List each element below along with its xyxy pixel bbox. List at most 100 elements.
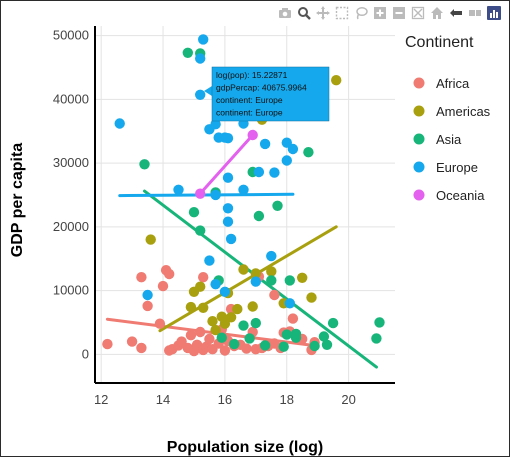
point-asia[interactable] — [303, 147, 314, 158]
point-asia[interactable] — [284, 275, 295, 286]
legend-marker-europe[interactable] — [413, 161, 425, 173]
point-asia[interactable] — [327, 317, 339, 329]
point-asia[interactable] — [266, 275, 277, 286]
point-africa[interactable] — [269, 289, 280, 301]
zoom-icon[interactable] — [296, 5, 312, 21]
point-europe[interactable] — [219, 286, 231, 297]
pan-icon[interactable] — [315, 5, 331, 21]
point-europe[interactable] — [195, 89, 206, 101]
point-asia[interactable] — [281, 329, 292, 340]
point-africa[interactable] — [195, 326, 206, 338]
point-europe[interactable] — [222, 133, 234, 144]
point-asia[interactable] — [259, 340, 271, 351]
point-asia[interactable] — [309, 340, 320, 352]
point-oceania[interactable] — [195, 188, 206, 199]
point-africa[interactable] — [241, 343, 252, 354]
point-asia[interactable] — [244, 333, 255, 344]
point-americas[interactable] — [266, 266, 277, 277]
point-asia[interactable] — [290, 328, 302, 340]
point-africa[interactable] — [126, 336, 138, 347]
legend-label-africa[interactable]: Africa — [436, 76, 470, 91]
legend-label-europe[interactable]: Europe — [436, 160, 478, 175]
point-asia[interactable] — [229, 338, 240, 350]
point-africa[interactable] — [287, 313, 299, 324]
point-americas[interactable] — [238, 264, 249, 275]
point-americas[interactable] — [306, 292, 317, 303]
point-americas[interactable] — [207, 316, 218, 327]
lasso-icon[interactable] — [353, 5, 369, 21]
legend-label-asia[interactable]: Asia — [436, 132, 462, 147]
legend-marker-africa[interactable] — [413, 77, 425, 89]
point-europe[interactable] — [142, 289, 153, 301]
point-asia[interactable] — [188, 207, 200, 218]
point-asia[interactable] — [371, 333, 382, 344]
point-africa[interactable] — [136, 342, 147, 354]
point-europe[interactable] — [222, 216, 234, 227]
point-asia[interactable] — [216, 332, 227, 343]
point-europe[interactable] — [195, 53, 206, 64]
point-africa[interactable] — [136, 272, 147, 283]
point-americas[interactable] — [225, 312, 237, 323]
zoom-out-icon[interactable] — [391, 5, 407, 21]
point-europe[interactable] — [259, 138, 271, 150]
point-americas[interactable] — [185, 301, 197, 313]
point-asia[interactable] — [182, 47, 193, 58]
point-asia[interactable] — [272, 200, 283, 211]
point-europe[interactable] — [281, 155, 292, 166]
compare-hover-icon[interactable] — [467, 5, 483, 21]
point-americas[interactable] — [250, 268, 261, 279]
point-africa[interactable] — [154, 318, 166, 329]
point-europe[interactable] — [222, 203, 234, 214]
point-europe[interactable] — [210, 189, 221, 201]
point-asia[interactable] — [374, 317, 385, 328]
point-americas[interactable] — [210, 324, 221, 336]
point-africa[interactable] — [219, 345, 231, 356]
autoscale-icon[interactable] — [410, 5, 426, 21]
point-americas[interactable] — [232, 303, 243, 315]
point-asia[interactable] — [278, 341, 289, 352]
point-europe[interactable] — [253, 166, 265, 178]
point-americas[interactable] — [198, 302, 209, 313]
point-europe[interactable] — [210, 119, 221, 130]
point-americas[interactable] — [219, 318, 231, 329]
point-americas[interactable] — [195, 281, 206, 292]
point-asia[interactable] — [253, 210, 265, 222]
point-africa[interactable] — [185, 330, 197, 341]
point-europe[interactable] — [269, 167, 280, 178]
point-asia[interactable] — [321, 339, 333, 350]
legend-marker-asia[interactable] — [413, 133, 425, 145]
point-europe[interactable] — [114, 118, 125, 129]
point-europe[interactable] — [222, 172, 234, 183]
legend-label-americas[interactable]: Americas — [436, 104, 491, 119]
point-americas[interactable] — [145, 234, 156, 245]
legend-label-oceania[interactable]: Oceania — [436, 188, 485, 203]
spike-lines-icon[interactable] — [448, 5, 464, 21]
point-asia[interactable] — [139, 159, 150, 170]
camera-icon[interactable] — [277, 5, 293, 21]
home-icon[interactable] — [429, 5, 445, 21]
point-europe[interactable] — [225, 233, 237, 245]
zoom-in-icon[interactable] — [372, 5, 388, 21]
point-europe[interactable] — [266, 250, 277, 262]
point-africa[interactable] — [204, 333, 215, 345]
point-africa[interactable] — [142, 300, 153, 312]
point-americas[interactable] — [247, 301, 258, 312]
point-africa[interactable] — [164, 268, 175, 280]
point-oceania[interactable] — [247, 129, 258, 141]
point-europe[interactable] — [238, 184, 249, 195]
legend-marker-oceania[interactable] — [413, 189, 425, 201]
point-europe[interactable] — [198, 34, 209, 45]
point-africa[interactable] — [157, 280, 169, 292]
point-africa[interactable] — [198, 272, 209, 283]
point-asia[interactable] — [195, 225, 206, 236]
point-europe[interactable] — [204, 255, 215, 266]
point-africa[interactable] — [102, 338, 113, 350]
plotly-logo-icon[interactable] — [486, 5, 502, 21]
point-americas[interactable] — [331, 75, 342, 86]
point-asia[interactable] — [238, 320, 249, 331]
point-europe[interactable] — [284, 298, 295, 309]
data-points[interactable] — [102, 34, 385, 357]
point-europe[interactable] — [250, 276, 261, 287]
point-asia[interactable] — [250, 317, 261, 329]
point-europe[interactable] — [210, 279, 221, 290]
